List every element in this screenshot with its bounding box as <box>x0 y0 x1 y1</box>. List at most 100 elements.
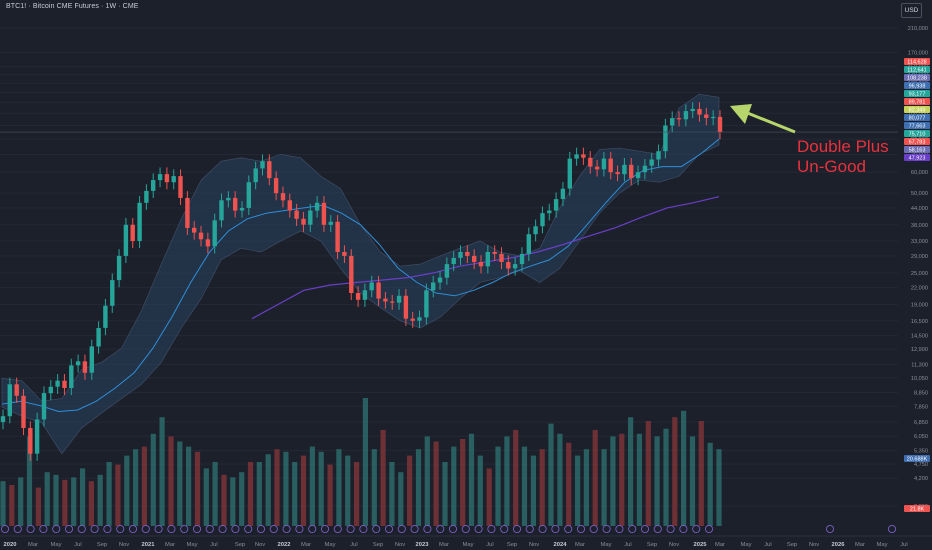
event-marker[interactable] <box>423 524 432 534</box>
price-badge-bg <box>904 122 930 129</box>
event-marker[interactable] <box>666 524 675 534</box>
ma-fast-line <box>1 138 720 413</box>
event-marker[interactable] <box>551 524 560 534</box>
y-tick-label: 29,000 <box>911 254 928 260</box>
event-marker[interactable] <box>436 524 445 534</box>
candle-body <box>198 232 204 240</box>
event-marker[interactable] <box>576 524 586 534</box>
candle-body <box>171 176 176 183</box>
event-marker[interactable] <box>615 524 624 534</box>
candle <box>594 159 600 177</box>
candle-body <box>267 161 272 179</box>
event-marker[interactable] <box>461 524 470 534</box>
currency-button[interactable]: USD <box>901 3 922 18</box>
event-marker[interactable] <box>825 524 835 534</box>
price-badge-text: 77,663 <box>909 124 926 130</box>
volume-bar <box>495 446 501 526</box>
event-marker[interactable] <box>39 524 48 534</box>
candle-body <box>355 293 361 300</box>
event-marker[interactable] <box>538 524 547 534</box>
event-marker[interactable] <box>487 524 496 534</box>
event-marker[interactable] <box>116 524 125 534</box>
event-marker[interactable] <box>640 524 650 534</box>
event-marker[interactable] <box>320 524 330 534</box>
volume-bar <box>716 449 722 526</box>
event-marker[interactable] <box>564 524 573 534</box>
event-marker[interactable] <box>346 524 355 534</box>
candle-body <box>335 221 340 252</box>
event-marker[interactable] <box>704 524 714 534</box>
event-marker[interactable] <box>128 524 138 534</box>
event-marker[interactable] <box>333 524 342 534</box>
event-marker[interactable] <box>205 524 214 534</box>
event-marker[interactable] <box>410 524 419 534</box>
event-marker[interactable] <box>154 524 163 534</box>
x-tick-label: Jul <box>74 542 81 548</box>
x-tick-label: Sep <box>647 542 657 548</box>
event-marker[interactable] <box>525 524 534 534</box>
event-marker[interactable] <box>180 524 189 534</box>
event-marker[interactable] <box>103 524 112 534</box>
candle <box>212 213 217 254</box>
volume-bar <box>389 462 395 526</box>
event-marker[interactable] <box>52 524 61 534</box>
event-marker[interactable] <box>256 524 266 534</box>
event-marker[interactable] <box>397 524 406 534</box>
volume-bar <box>601 449 607 526</box>
event-marker[interactable] <box>602 524 611 534</box>
event-marker[interactable] <box>282 524 291 534</box>
volume-bar <box>141 446 147 526</box>
x-tick-label: Mar <box>855 542 865 548</box>
candle <box>349 249 354 301</box>
event-marker[interactable] <box>384 524 394 534</box>
volume-bar <box>398 472 404 526</box>
event-marker[interactable] <box>589 524 598 534</box>
candle-body <box>0 416 6 423</box>
event-marker[interactable] <box>372 524 381 534</box>
event-marker[interactable] <box>359 524 368 534</box>
candle-body <box>82 361 88 373</box>
candle <box>444 257 450 285</box>
event-marker[interactable] <box>167 524 176 534</box>
event-marker[interactable] <box>231 524 240 534</box>
x-tick-label: 2025 <box>694 542 708 548</box>
event-marker[interactable] <box>141 524 150 534</box>
event-marker[interactable] <box>0 524 10 534</box>
candle-body <box>260 161 265 169</box>
candle-body <box>123 224 129 256</box>
event-marker[interactable] <box>512 524 522 534</box>
event-marker[interactable] <box>679 524 688 534</box>
volume-bar <box>203 468 209 526</box>
event-marker[interactable] <box>218 524 227 534</box>
candle <box>205 232 211 254</box>
event-marker[interactable] <box>90 524 99 534</box>
event-marker[interactable] <box>26 524 35 534</box>
y-tick-label: 50,000 <box>911 191 928 197</box>
x-tick-label: Jul <box>900 542 907 548</box>
event-marker[interactable] <box>887 524 897 534</box>
event-marker[interactable] <box>628 524 637 534</box>
event-marker[interactable] <box>13 524 22 534</box>
volume-bar <box>530 455 536 526</box>
event-marker[interactable] <box>77 524 86 534</box>
event-marker[interactable] <box>308 524 317 534</box>
candle-body <box>390 301 395 303</box>
event-marker[interactable] <box>244 524 253 534</box>
event-marker[interactable] <box>474 524 483 534</box>
event-marker[interactable] <box>269 524 278 534</box>
event-marker[interactable] <box>295 524 304 534</box>
volume-bar <box>318 451 324 526</box>
x-tick-label: May <box>741 542 752 548</box>
volume-bar <box>362 398 368 526</box>
event-marker[interactable] <box>192 524 202 534</box>
event-marker[interactable] <box>448 524 458 534</box>
event-marker[interactable] <box>64 524 74 534</box>
price-badge: 89,781 <box>904 98 930 106</box>
event-marker[interactable] <box>692 524 701 534</box>
candle <box>21 389 26 436</box>
candle-body <box>547 210 552 214</box>
event-marker[interactable] <box>500 524 509 534</box>
event-marker[interactable] <box>653 524 662 534</box>
candle-body <box>574 154 579 159</box>
